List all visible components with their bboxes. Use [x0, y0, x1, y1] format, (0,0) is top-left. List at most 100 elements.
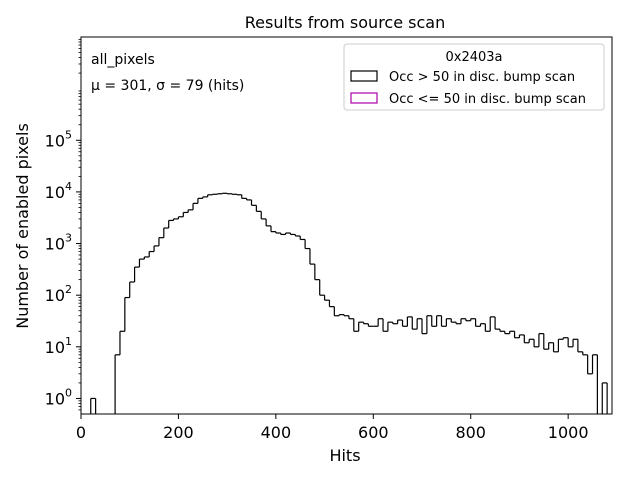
histogram-bin: [513, 331, 520, 339]
x-tick-label: 800: [455, 423, 486, 442]
histogram-bin: [182, 211, 189, 217]
histogram-bin: [397, 319, 403, 324]
legend-swatch-occ-gt-50: [350, 70, 378, 82]
histogram-bin: [509, 330, 515, 334]
y-tick: 101: [45, 335, 81, 357]
histogram-bin: [319, 279, 325, 296]
legend-label-occ-gt-50: Occ > 50 in disc. bump scan: [389, 70, 575, 85]
histogram-bin: [309, 248, 315, 265]
y-tick: 100: [45, 386, 81, 408]
histogram-bin: [246, 198, 252, 201]
histogram-bin: [460, 318, 466, 324]
x-tick: 400: [261, 414, 291, 442]
y-tick-label: 101: [45, 335, 72, 357]
histogram-bin: [567, 337, 574, 348]
histogram-bin: [367, 323, 374, 327]
y-tick: 105: [45, 128, 81, 150]
histogram-bin: [474, 318, 481, 327]
histogram-bin: [138, 258, 145, 268]
histogram-bin: [387, 321, 393, 332]
y-axis-label: Number of enabled pixels: [13, 123, 32, 329]
histogram-bin: [153, 245, 159, 252]
histogram-bin: [265, 218, 271, 227]
legend-title: 0x2403a: [445, 50, 502, 65]
histogram-bin: [172, 218, 179, 221]
histogram-bin: [285, 232, 291, 235]
histogram-bin: [280, 233, 286, 236]
chart-title: Results from source scan: [245, 13, 445, 32]
histogram-bin: [289, 233, 296, 236]
histogram-bin: [504, 331, 510, 335]
histogram-bin: [484, 323, 491, 332]
y-axis: 100 101 102 103 104 105: [45, 38, 81, 411]
histogram-bin: [143, 256, 150, 260]
axes-frame: [80, 36, 613, 415]
histogram-bin: [187, 209, 194, 213]
x-tick: 800: [455, 414, 486, 442]
histogram-bin: [119, 330, 125, 355]
histogram-bin: [328, 300, 335, 308]
histogram-bin: [572, 338, 578, 347]
histogram-bin: [479, 323, 486, 327]
histogram-bin: [591, 354, 598, 414]
histogram-bin: [114, 354, 120, 414]
legend: 0x2403a Occ > 50 in disc. bump scan Occ …: [343, 43, 605, 111]
histogram-bin: [533, 339, 539, 348]
histogram-bin: [587, 354, 593, 375]
histogram-bin: [436, 315, 442, 327]
histogram-bin: [362, 322, 369, 325]
histogram-bin: [416, 318, 423, 330]
histogram-bin: [192, 202, 198, 210]
y-tick: 104: [45, 180, 81, 202]
histogram-bin: [202, 196, 208, 199]
plot-area: [80, 36, 613, 415]
histogram-bin: [275, 231, 281, 234]
histogram-bin: [343, 314, 349, 317]
histogram-bin: [358, 321, 364, 332]
x-tick-label: 1000: [548, 423, 589, 442]
legend-label-occ-le-50: Occ <= 50 in disc. bump scan: [389, 92, 586, 107]
y-tick-label: 104: [45, 180, 72, 202]
histogram-bin: [323, 295, 330, 301]
x-tick: 0: [76, 414, 86, 442]
histogram-bin: [241, 194, 247, 199]
histogram-bin: [411, 316, 418, 330]
histogram-bin: [582, 351, 588, 356]
histogram-bin: [518, 334, 525, 338]
histogram-bin: [294, 234, 301, 237]
histogram-bin: [207, 194, 213, 197]
histogram-bin: [445, 318, 452, 327]
histogram-bin: [557, 338, 564, 352]
histogram-bin: [168, 219, 174, 229]
histogram-bin: [90, 397, 97, 414]
histogram-bin: [197, 197, 203, 204]
histogram-bin: [489, 316, 496, 332]
y-tick-label: 103: [45, 232, 72, 254]
annotation-mean-sigma: μ = 301, σ = 79 (hits): [91, 78, 244, 94]
histogram-bin: [333, 306, 340, 317]
histogram-bin: [338, 314, 345, 316]
histogram-bin: [426, 315, 432, 334]
histogram-bin: [255, 205, 262, 212]
x-axis-label: Hits: [329, 446, 360, 465]
y-tick-label: 105: [45, 128, 72, 150]
histogram-bin: [133, 266, 140, 283]
histogram-bin: [543, 333, 549, 350]
histogram-bin: [148, 250, 155, 257]
histogram-bin: [601, 382, 608, 414]
histogram-bin: [577, 339, 583, 353]
histogram-bin: [211, 193, 218, 195]
x-tick-label: 200: [163, 423, 194, 442]
histogram-bin: [401, 320, 408, 327]
histogram-bin: [440, 315, 447, 327]
legend-swatch-occ-le-50: [350, 92, 378, 104]
histogram-bin: [431, 315, 437, 327]
histogram-bin: [523, 334, 530, 344]
histogram-bin: [260, 211, 267, 220]
histogram-bin: [304, 239, 310, 250]
y-tick: 103: [45, 232, 81, 254]
x-tick: 200: [163, 414, 194, 442]
histogram-bin: [406, 316, 413, 327]
histogram-bin: [499, 329, 505, 332]
